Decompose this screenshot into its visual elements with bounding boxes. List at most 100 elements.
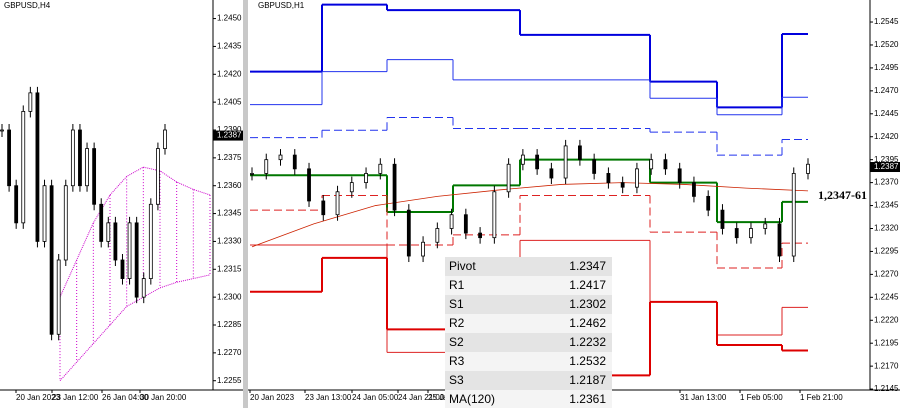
candle — [421, 241, 425, 257]
candle — [49, 185, 54, 335]
x-tick-label: 1 Feb 21:00 — [800, 393, 843, 402]
candle — [706, 195, 711, 211]
candle — [449, 214, 454, 229]
level-value: 1.2417 — [569, 278, 606, 292]
last-price-label: 1.2387 — [874, 162, 899, 171]
y-tick-label: 1.2285 — [217, 320, 242, 329]
candle — [520, 154, 525, 165]
candle — [106, 222, 111, 242]
candle — [692, 182, 696, 197]
candle — [364, 173, 368, 184]
table-row: R3 1.2532 — [445, 352, 612, 371]
candle — [734, 228, 739, 239]
level-value: 1.2347 — [569, 259, 606, 273]
y-tick-label: 1.2300 — [217, 292, 242, 301]
candle — [78, 129, 82, 187]
annotation: 1,2347-61 — [818, 188, 867, 202]
y-tick-label: 1.2195 — [874, 338, 899, 347]
candle — [148, 203, 153, 279]
y-tick-label: 1.2270 — [874, 269, 899, 278]
x-tick-label: 23 Jan 13:00 — [305, 393, 352, 402]
candle — [378, 163, 383, 174]
last-price-label: 1.2387 — [217, 131, 242, 140]
x-tick-label: 26 Jan 04:00 — [102, 393, 149, 402]
y-tick-label: 1.2375 — [217, 153, 242, 162]
level-name: S2 — [449, 335, 464, 349]
candle — [720, 209, 725, 229]
y-tick-label: 1.2320 — [874, 224, 899, 233]
candle — [92, 148, 97, 205]
y-tick-label: 1.2270 — [217, 348, 242, 357]
level-value: 1.2187 — [569, 373, 606, 387]
pivot-table: Pivot 1.2347 R1 1.2417 S1 1.2302 R2 1.2462 S2 1.2… — [445, 257, 612, 408]
candle — [492, 191, 497, 239]
level-name: S1 — [449, 297, 464, 311]
candle — [592, 159, 597, 174]
y-tick-label: 1.2345 — [217, 209, 242, 218]
y-tick-label: 1.2450 — [217, 14, 242, 23]
candle — [70, 129, 75, 187]
candle — [806, 163, 810, 174]
y-tick-label: 1.2435 — [217, 42, 242, 51]
y-tick-label: 1.2170 — [874, 361, 899, 370]
y-tick-label: 1.2370 — [874, 178, 899, 187]
x-tick-label: 25 Jan — [428, 393, 452, 402]
candle — [677, 168, 682, 184]
candle — [763, 223, 768, 229]
candle — [163, 129, 167, 149]
x-tick-label: 24 Jan 05:00 — [352, 393, 399, 402]
table-row: S2 1.2232 — [445, 333, 612, 352]
candle — [777, 223, 782, 257]
x-tick-label: 20 Jan 2023 — [16, 393, 61, 402]
candle — [649, 159, 654, 170]
table-row: R1 1.2417 — [445, 276, 612, 295]
candle — [35, 92, 40, 242]
splitter — [243, 0, 248, 408]
last-price-box — [213, 130, 243, 141]
y-tick-label: 1.2330 — [217, 237, 242, 246]
y-tick-label: 1.2360 — [217, 181, 242, 190]
level-value: 1.2361 — [569, 392, 606, 406]
candle — [141, 278, 146, 298]
y-tick-label: 1.2255 — [217, 376, 242, 385]
candle — [14, 185, 19, 224]
y-tick-label: 1.2390 — [217, 125, 242, 134]
x-tick-label: 23 Jan 12:00 — [52, 393, 99, 402]
level-value: 1.2532 — [569, 354, 606, 368]
level-name: MA(120) — [449, 392, 496, 406]
candle — [156, 148, 160, 205]
candle — [56, 259, 61, 335]
candle — [99, 203, 104, 242]
candle — [28, 92, 33, 112]
table-row: R2 1.2462 — [445, 314, 612, 333]
table-row: S3 1.2187 — [445, 371, 612, 390]
level-name: R2 — [449, 316, 465, 330]
candle — [21, 111, 26, 224]
candle — [292, 154, 297, 170]
candle — [749, 228, 753, 239]
candle — [85, 148, 89, 187]
candle — [42, 185, 47, 242]
candle — [120, 259, 125, 279]
candle — [63, 185, 68, 261]
candle — [463, 214, 468, 234]
y-tick-label: 1.2520 — [874, 40, 899, 49]
x-tick-label: 31 Jan 13:00 — [680, 393, 727, 402]
candle — [506, 163, 511, 193]
x-tick-label: 30 Jan 20:00 — [140, 393, 187, 402]
moving-average — [251, 182, 809, 248]
y-tick-label: 1.2395 — [874, 155, 899, 164]
chart-title: GBPUSD,H4 — [4, 1, 51, 10]
y-tick-label: 1.2420 — [874, 132, 899, 141]
candle — [620, 182, 625, 188]
y-tick-label: 1.2420 — [217, 69, 242, 78]
candle — [0, 129, 4, 132]
candle — [392, 163, 397, 211]
candle — [349, 182, 354, 193]
cloud-edge — [59, 274, 211, 382]
candle — [563, 145, 568, 179]
candle — [127, 222, 132, 279]
level-name: Pivot — [449, 259, 476, 273]
table-row: S1 1.2302 — [445, 295, 612, 314]
